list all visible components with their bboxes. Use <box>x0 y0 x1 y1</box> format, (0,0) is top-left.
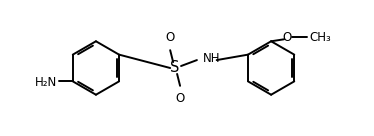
Text: O: O <box>166 31 175 44</box>
Text: CH₃: CH₃ <box>310 31 331 44</box>
Text: NH: NH <box>203 52 220 65</box>
Text: H₂N: H₂N <box>35 76 57 89</box>
Text: O: O <box>282 31 292 44</box>
Text: O: O <box>175 92 185 105</box>
Text: S: S <box>171 61 180 75</box>
